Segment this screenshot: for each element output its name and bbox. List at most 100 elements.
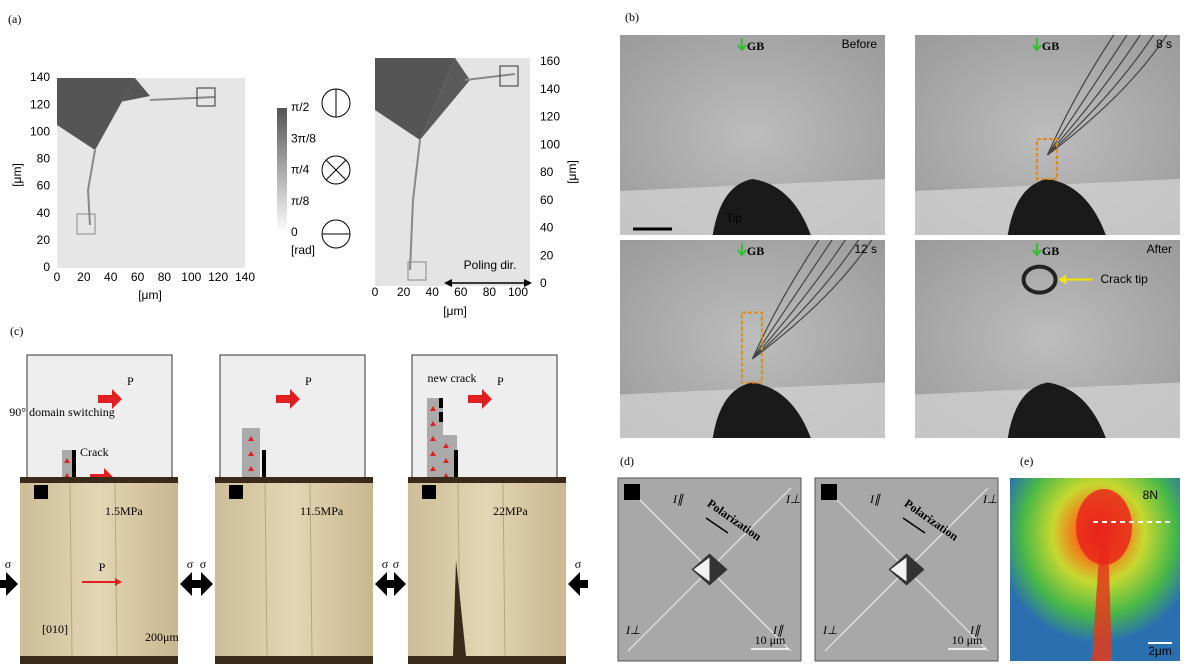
crack-tip-label: Crack tip (1101, 272, 1149, 286)
polarization-label: P (305, 374, 312, 388)
stress-label: 22MPa (493, 504, 528, 518)
x-tick-label: 60 (131, 270, 145, 284)
axis-label: [μm] (138, 288, 162, 302)
colorbar (277, 108, 287, 233)
x-tick-label: 80 (158, 270, 172, 284)
photo-edge (215, 477, 373, 483)
annotation: Crack (80, 445, 109, 459)
axis-label: [μm] (443, 304, 467, 318)
load-label: 8N (1143, 488, 1158, 502)
sigma-label: σ (393, 557, 400, 571)
marker (229, 485, 243, 499)
frame-time: Before (842, 37, 878, 51)
i-label: I∥ (869, 492, 881, 506)
gb-label: GB (1042, 39, 1059, 53)
x-tick-label: 140 (235, 270, 255, 284)
photo (408, 477, 566, 664)
frame-time: After (1147, 242, 1172, 256)
axis-label: [010] (42, 622, 68, 636)
x-tick-label: 60 (454, 285, 468, 299)
sigma-label: σ (382, 557, 389, 571)
y-tick-label: 120 (540, 110, 560, 124)
y-tick-label: 140 (540, 82, 560, 96)
x-tick-label: 20 (397, 285, 411, 299)
load-arrow (0, 572, 18, 596)
load-arrow (193, 572, 213, 596)
i-label: I⊥ (625, 623, 640, 637)
y-tick-label: 100 (540, 137, 560, 151)
y-tick-label: 80 (540, 165, 554, 179)
polarization-label: P (99, 560, 106, 574)
photo (215, 477, 373, 664)
schematic (27, 355, 172, 488)
panel-label: (c) (10, 324, 23, 338)
x-tick-label: 20 (77, 270, 91, 284)
y-tick-label: 160 (540, 54, 560, 68)
panel-label: (b) (625, 10, 639, 24)
y-tick-label: 140 (30, 70, 50, 84)
y-tick-label: 0 (43, 260, 50, 274)
y-tick-label: 80 (37, 152, 51, 166)
scale-label: 2μm (1148, 644, 1172, 658)
polarization-label: P (127, 374, 134, 388)
gb-label: GB (747, 244, 764, 258)
colorbar-tick-label: π/2 (291, 100, 310, 114)
i-label: I⊥ (982, 492, 997, 506)
photo-edge (408, 477, 566, 483)
sigma-label: σ (187, 557, 194, 571)
colorbar-unit: [rad] (291, 243, 315, 257)
y-tick-label: 20 (37, 233, 51, 247)
y-tick-label: 0 (540, 276, 547, 290)
panel-label: (d) (620, 454, 634, 468)
schematic (220, 355, 365, 488)
photo-edge (215, 656, 373, 664)
sigma-label: σ (200, 557, 207, 571)
load-arrow (568, 572, 588, 596)
photo-edge (20, 477, 178, 483)
y-tick-label: 20 (540, 248, 554, 262)
frame-time: 8 s (1156, 37, 1172, 51)
colorbar-tick-label: 0 (291, 225, 298, 239)
stress-label: 11.5MPa (300, 504, 344, 518)
y-tick-label: 40 (540, 221, 554, 235)
colorbar-tick-label: π/4 (291, 163, 310, 177)
sigma-label: σ (575, 557, 582, 571)
i-label: I⊥ (785, 492, 800, 506)
heat-core (1076, 489, 1132, 565)
tip-label: Tip (726, 211, 743, 225)
x-tick-label: 40 (104, 270, 118, 284)
annotation: new crack (428, 371, 477, 385)
marker (821, 484, 837, 500)
i-label: I⊥ (822, 623, 837, 637)
x-tick-label: 120 (208, 270, 228, 284)
marker (422, 485, 436, 499)
x-tick-label: 0 (372, 285, 379, 299)
gb-label: GB (747, 39, 764, 53)
x-tick-label: 100 (508, 285, 528, 299)
marker (34, 485, 48, 499)
gb-label: GB (1042, 244, 1059, 258)
colorbar-tick-label: π/8 (291, 194, 310, 208)
colorbar-tick-label: 3π/8 (291, 131, 316, 145)
x-tick-label: 100 (181, 270, 201, 284)
load-arrow (386, 572, 406, 596)
axis-label: [μm] (10, 163, 24, 187)
polarization-label: P (497, 374, 504, 388)
photo-edge (20, 656, 178, 664)
scale-label: 200μm (145, 630, 179, 644)
y-tick-label: 40 (37, 206, 51, 220)
marker (624, 484, 640, 500)
crack (439, 412, 443, 422)
annotation: Poling dir. (464, 258, 517, 272)
frame-time: 12 s (854, 242, 877, 256)
i-label: I∥ (672, 492, 684, 506)
stress-label: 1.5MPa (105, 504, 143, 518)
x-tick-label: 0 (54, 270, 61, 284)
panel-label: (a) (8, 12, 21, 26)
y-tick-label: 100 (30, 124, 50, 138)
x-tick-label: 40 (426, 285, 440, 299)
y-tick-label: 60 (540, 193, 554, 207)
y-tick-label: 60 (37, 179, 51, 193)
scale-label: 10 μm (952, 633, 983, 647)
panel-label: (e) (1020, 454, 1033, 468)
